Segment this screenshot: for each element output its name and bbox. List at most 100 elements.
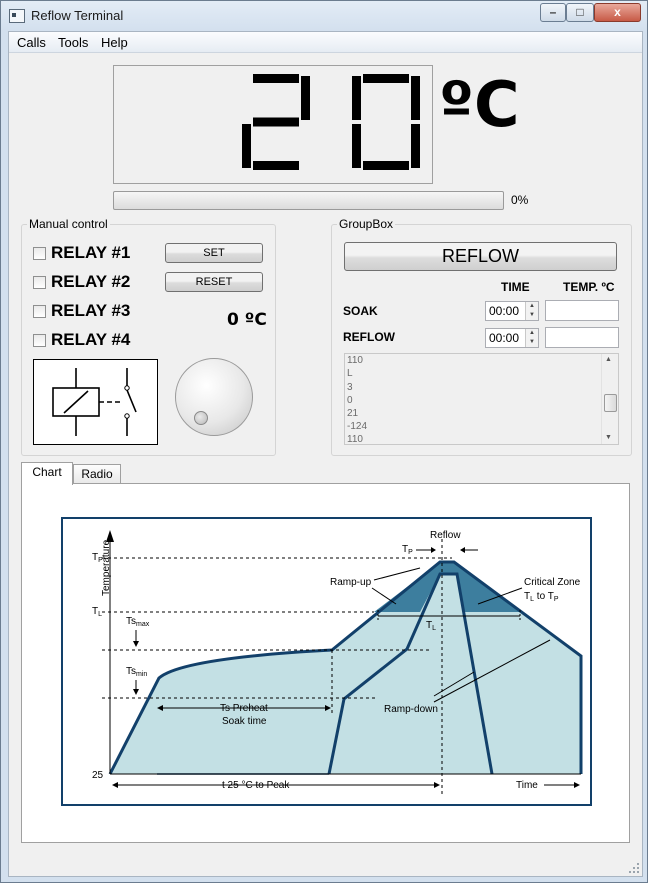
lcd-segment: [253, 117, 299, 127]
checkbox-icon[interactable]: [33, 334, 46, 347]
lcd-segment: [253, 161, 299, 170]
minimize-icon: –: [549, 5, 557, 19]
critical-range-label: TL to TP: [524, 591, 559, 603]
preheat-label: Ts Preheat: [220, 703, 268, 714]
arrow-up-icon[interactable]: ▲: [529, 330, 535, 336]
serial-log[interactable]: 110 L 3 0 21 -124 110 ▲ ▼: [344, 353, 619, 445]
soak-temp-field[interactable]: [545, 300, 619, 321]
soak-time-value: 00:00: [489, 304, 520, 318]
reflow-arrowhead-left: [431, 547, 436, 553]
menu-tools[interactable]: Tools: [58, 35, 89, 50]
temperature-dial-knob[interactable]: [175, 358, 253, 436]
reflow-profile-diagram: Temperature TP TL Tsmax Tsmin 25 Reflow …: [61, 517, 592, 806]
scroll-down-icon[interactable]: ▼: [605, 434, 612, 441]
minimize-button[interactable]: –: [540, 3, 566, 22]
ramp-up-arrow-2: [373, 567, 421, 581]
relay-2-label: RELAY #2: [51, 272, 131, 291]
title-bar[interactable]: Reflow Terminal – □ x: [1, 1, 647, 31]
close-button[interactable]: x: [594, 3, 641, 22]
arrow-up-icon[interactable]: ▲: [529, 303, 535, 309]
log-line: 21: [347, 408, 359, 419]
checkbox-icon[interactable]: [33, 247, 46, 260]
app-icon: [9, 9, 25, 23]
checkbox-icon[interactable]: [33, 305, 46, 318]
reflow-button[interactable]: REFLOW: [344, 242, 617, 271]
menu-calls[interactable]: Calls: [17, 35, 46, 50]
temp-column-header: TEMP. ºC: [563, 280, 615, 294]
log-line: 3: [347, 382, 353, 393]
lcd-segment: [301, 76, 310, 120]
tab-radio[interactable]: Radio: [73, 464, 121, 484]
temperature-display: 20: [113, 65, 433, 184]
tab-chart[interactable]: Chart: [21, 462, 73, 485]
close-icon: x: [614, 5, 621, 19]
tp-label: TP: [92, 552, 103, 564]
resize-grip[interactable]: [629, 863, 639, 873]
tsmax-label: Tsmax: [126, 616, 150, 628]
dial-indicator: [194, 411, 208, 425]
critical-zone-label: Critical Zone: [524, 577, 581, 588]
maximize-icon: □: [576, 5, 584, 19]
window-title: Reflow Terminal: [31, 8, 124, 23]
ramp-down-label: Ramp-down: [384, 704, 438, 715]
reflow-group-title: GroupBox: [337, 217, 396, 231]
tp-reflow-label: TP: [402, 544, 413, 556]
time-column-header: TIME: [501, 280, 530, 294]
relay-1-label: RELAY #1: [51, 243, 131, 262]
log-line: 110: [347, 434, 363, 445]
arrow-down-icon[interactable]: ▼: [529, 339, 535, 345]
profile-lower-line: [327, 572, 494, 775]
reflow-time-stepper[interactable]: 00:00 ▲ ▼: [485, 328, 539, 348]
menu-bar: Calls Tools Help: [9, 32, 642, 53]
tsmax-arrowhead: [133, 641, 139, 647]
reflow-temp-field[interactable]: [545, 327, 619, 348]
scroll-up-icon[interactable]: ▲: [605, 356, 612, 363]
reflow-group: GroupBox: [331, 217, 632, 456]
arrow-down-icon[interactable]: ▼: [529, 312, 535, 318]
log-line: 110: [347, 355, 363, 366]
ramp-up-arrow-1: [371, 587, 397, 605]
t25-arrowhead-left: [112, 782, 118, 788]
spin-arrows[interactable]: ▲ ▼: [525, 302, 538, 320]
profile-upper-line: [108, 560, 583, 775]
maximize-button[interactable]: □: [566, 3, 594, 22]
chart-tab-pane: Temperature TP TL Tsmax Tsmin 25 Reflow …: [21, 483, 630, 843]
soak-label: SOAK: [343, 304, 378, 318]
lcd-segment: [363, 74, 409, 83]
manual-control-group: Manual control: [21, 217, 276, 456]
ramp-up-label: Ramp-up: [330, 577, 372, 588]
soak-time-stepper[interactable]: 00:00 ▲ ▼: [485, 301, 539, 321]
reflow-arrowhead-right: [460, 547, 465, 553]
menu-help[interactable]: Help: [101, 35, 128, 50]
soak-time-label: Soak time: [222, 716, 267, 727]
spin-arrows[interactable]: ▲ ▼: [525, 329, 538, 347]
lcd-segment: [352, 76, 361, 120]
log-scrollbar[interactable]: ▲ ▼: [601, 354, 618, 444]
set-button[interactable]: SET: [165, 243, 263, 263]
lcd-segment: [352, 124, 361, 168]
reflow-progress-bar: [113, 191, 504, 210]
relay-3-label: RELAY #3: [51, 301, 131, 320]
log-line: -124: [347, 421, 368, 432]
lcd-segment: [253, 74, 299, 83]
preheat-arrowhead-right: [325, 705, 331, 711]
critical-zone-arrow: [477, 587, 523, 605]
scroll-thumb[interactable]: [604, 394, 617, 412]
y-axis-label: Temperature: [101, 539, 112, 596]
x-axis-label: Time: [516, 780, 538, 791]
tl-span-label: TL: [426, 620, 436, 632]
lcd-segment: [363, 161, 409, 170]
ramp-down-arrow-2: [433, 671, 475, 697]
reflow-annotation: Reflow: [430, 530, 461, 541]
reset-button[interactable]: RESET: [165, 272, 263, 292]
x-axis-arrowhead: [574, 782, 580, 788]
log-line: L: [347, 368, 353, 379]
manual-temperature: 0 ºC: [227, 310, 267, 330]
t25-to-peak-label: t 25 °C to Peak: [222, 780, 290, 791]
checkbox-icon[interactable]: [33, 276, 46, 289]
t25-label: 25: [92, 770, 104, 781]
relay-schematic-icon: [52, 368, 137, 436]
lcd-segment: [411, 124, 420, 168]
lcd-segment: [242, 124, 251, 168]
